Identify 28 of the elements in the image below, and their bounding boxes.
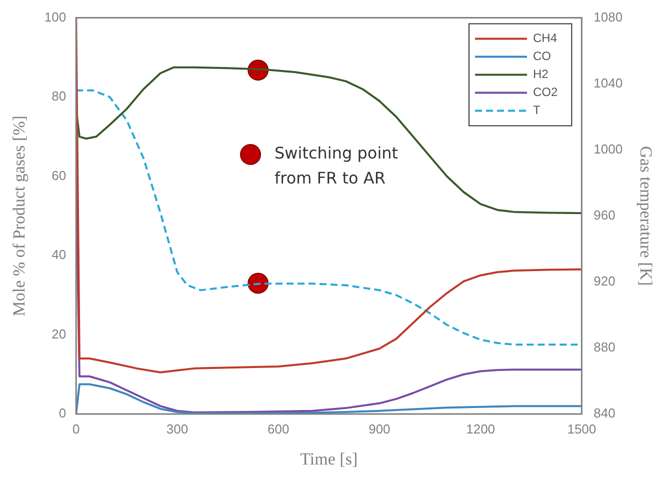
y2-tick-label: 1080 — [594, 9, 623, 24]
x-tick-label: 900 — [368, 421, 390, 436]
y2-tick-label: 1040 — [594, 75, 623, 90]
y-tick-label: 100 — [44, 9, 66, 24]
y-tick-label: 0 — [58, 406, 66, 421]
y2-tick-label: 960 — [594, 207, 616, 222]
legend-label: T — [533, 103, 542, 118]
legend-label: H2 — [533, 67, 549, 82]
y-tick-label: 40 — [52, 247, 66, 262]
y-tick-label: 20 — [52, 326, 66, 342]
y2-axis-title: Gas temperature [K] — [636, 146, 656, 286]
y-tick-label: 60 — [52, 168, 66, 183]
y2-tick-label: 840 — [594, 406, 616, 421]
x-tick-label: 300 — [166, 421, 188, 436]
x-tick-label: 0 — [72, 421, 80, 436]
legend-label: CO — [533, 49, 552, 64]
x-axis-title: Time [s] — [300, 449, 358, 468]
y2-tick-label: 880 — [594, 340, 616, 355]
x-tick-label: 1500 — [567, 421, 596, 436]
x-tick-label: 1200 — [466, 421, 496, 436]
y-axis-title: Mole % of Product gases [%] — [10, 116, 29, 316]
legend-label: Switching point from FR to AR — [274, 144, 398, 188]
legend-label: CO2 — [533, 85, 558, 100]
y2-tick-label: 920 — [594, 274, 616, 289]
y-tick-label: 80 — [52, 88, 66, 104]
legend-label: CH4 — [533, 31, 558, 46]
x-tick-label: 600 — [267, 421, 290, 436]
y2-tick-label: 1000 — [594, 141, 623, 156]
